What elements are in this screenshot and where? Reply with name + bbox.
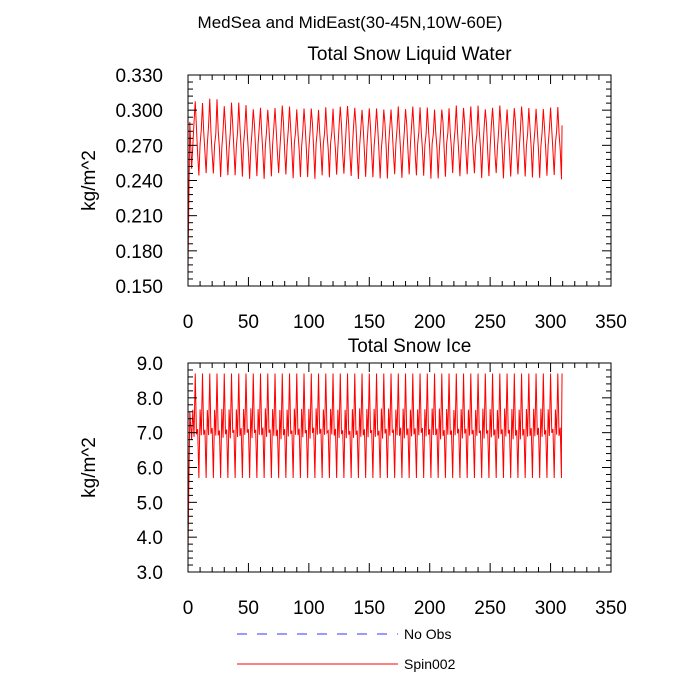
- y-tick-label: 3.0: [137, 563, 163, 584]
- x-tick-label: 0: [183, 598, 194, 619]
- x-tick-label: 0: [183, 312, 194, 333]
- y-tick-label: 0.180: [115, 242, 163, 263]
- panel-title: Total Snow Liquid Water: [307, 44, 512, 65]
- x-tick-label: 250: [474, 598, 506, 619]
- y-tick-label: 4.0: [137, 528, 163, 549]
- y-tick-label: 0.330: [115, 66, 163, 87]
- plot-frame: [187, 74, 612, 287]
- series-line-spin002: [187, 373, 563, 552]
- x-tick-label: 100: [293, 312, 325, 333]
- y-tick-label: 0.150: [115, 277, 163, 298]
- x-tick-label: 50: [238, 598, 259, 619]
- panel-title: Total Snow Ice: [348, 336, 472, 357]
- y-axis-label: kg/m^2: [79, 437, 100, 498]
- x-tick-label: 200: [414, 598, 446, 619]
- y-tick-label: 0.210: [115, 207, 163, 228]
- y-tick-label: 0.270: [115, 136, 163, 157]
- y-tick-label: 0.240: [115, 172, 163, 193]
- x-tick-label: 300: [535, 598, 567, 619]
- panel-total-snow-liquid-water: Total Snow Liquid Water 0 50 100 150 200 250 30…: [79, 44, 627, 333]
- x-tick-label: 50: [238, 312, 259, 333]
- x-tick-label: 100: [293, 598, 325, 619]
- panel-total-snow-ice: Total Snow Ice 0 50 100 150 200 250 300 350 3.0 4.…: [79, 336, 627, 619]
- series-line-spin002: [187, 98, 563, 269]
- y-tick-label: 7.0: [137, 424, 163, 445]
- x-tick-label: 350: [595, 312, 627, 333]
- legend: No Obs Spin002: [237, 626, 456, 672]
- x-tick-label: 150: [353, 312, 385, 333]
- x-tick-label: 150: [353, 598, 385, 619]
- y-tick-label: 6.0: [137, 459, 163, 480]
- x-tick-label: 300: [535, 312, 567, 333]
- legend-label-spin002: Spin002: [404, 656, 456, 672]
- y-axis-label: kg/m^2: [79, 150, 100, 211]
- x-tick-label: 200: [414, 312, 446, 333]
- y-tick-label: 0.300: [115, 101, 163, 122]
- y-tick-label: 5.0: [137, 493, 163, 514]
- y-tick-label: 9.0: [137, 354, 163, 375]
- figure-suptitle: MedSea and MidEast(30-45N,10W-60E): [198, 13, 503, 32]
- x-tick-label: 350: [595, 598, 627, 619]
- legend-label-no-obs: No Obs: [404, 626, 451, 642]
- y-tick-label: 8.0: [137, 389, 163, 410]
- x-tick-label: 250: [474, 312, 506, 333]
